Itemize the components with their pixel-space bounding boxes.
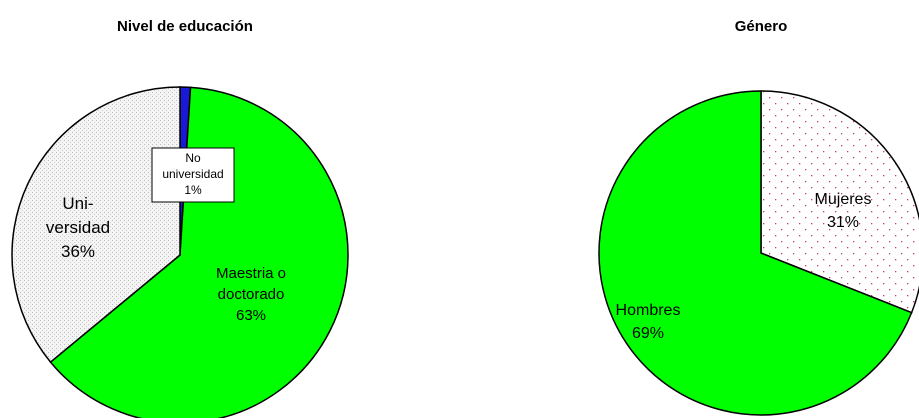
slice-label: universidad <box>162 167 223 181</box>
slice-label: 36% <box>61 242 95 261</box>
slice-label: 63% <box>236 307 266 324</box>
pie-slice <box>598 90 913 416</box>
gender-pie: Mujeres 31% Hombres 69% <box>598 90 919 416</box>
slice-label-box <box>151 147 235 203</box>
slice-label: Hombres <box>616 302 681 319</box>
slice-label: 69% <box>632 325 664 342</box>
pie-slice <box>11 86 181 364</box>
gender-chart-title: Género <box>735 18 788 35</box>
slice-label: 1% <box>184 183 202 197</box>
slice-label: Uni- <box>62 194 93 213</box>
slice-label: No <box>185 151 201 165</box>
slice-label: 31% <box>827 214 859 231</box>
slice-label: doctorado <box>218 286 285 303</box>
gender-chart: Género Mujeres 31% Hombres 69% <box>598 18 919 416</box>
pie-slice <box>49 86 349 418</box>
education-pie: No universidad 1% Maestria o doctorado 63% Uni… <box>11 86 349 418</box>
education-chart: Nivel de educación No universidad 1% Maestr… <box>11 18 349 418</box>
slice-label: Maestria o <box>216 265 286 282</box>
education-chart-title: Nivel de educación <box>117 18 253 35</box>
slice-label: versidad <box>46 218 110 237</box>
slice-label: Mujeres <box>815 191 872 208</box>
pie-slice <box>760 90 919 314</box>
